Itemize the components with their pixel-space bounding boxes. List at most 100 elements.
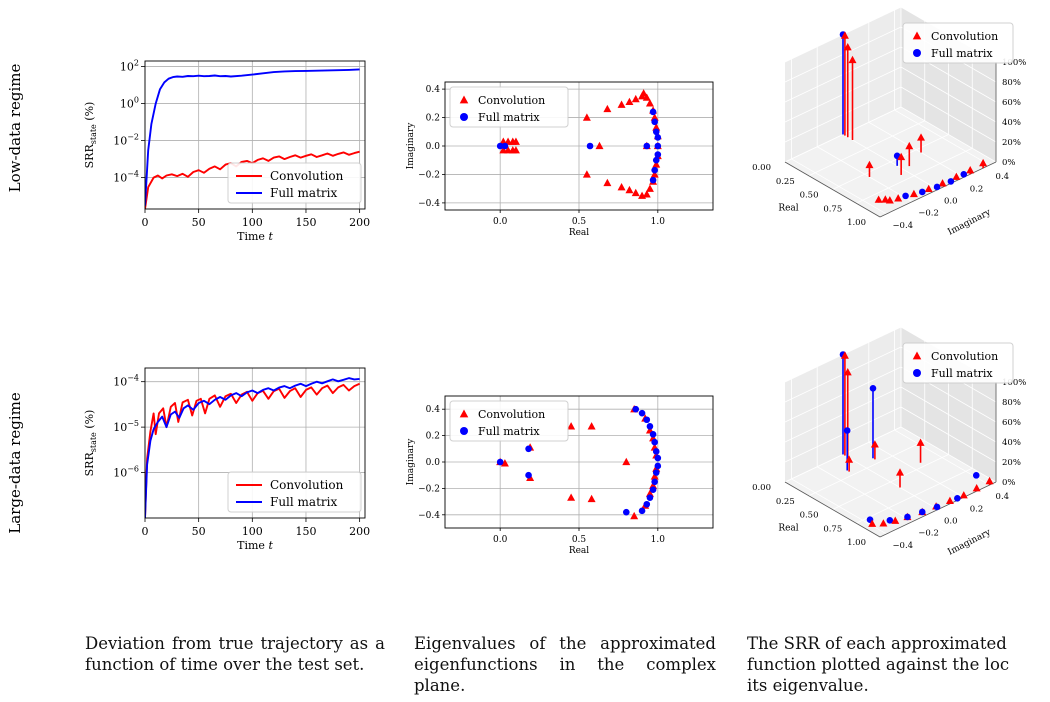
series-line bbox=[145, 68, 360, 206]
triangle-marker bbox=[645, 99, 654, 107]
tick-label: 0.4 bbox=[996, 172, 1010, 182]
tick-label: 0.4 bbox=[426, 405, 441, 415]
triangle-marker bbox=[894, 194, 903, 202]
tick-label: 1.00 bbox=[847, 538, 866, 548]
legend-frame bbox=[902, 22, 1014, 64]
triangle-marker bbox=[595, 141, 604, 150]
axis-line bbox=[784, 161, 881, 218]
tick-label: 200 bbox=[349, 216, 370, 229]
caption-trajectory: Deviation from true trajectory as a func… bbox=[85, 634, 385, 674]
tick-label: 1.0 bbox=[651, 535, 666, 545]
tick-label: 10−4 bbox=[113, 374, 139, 389]
triangle-marker bbox=[650, 472, 659, 480]
triangle-marker bbox=[642, 93, 651, 101]
circle-marker bbox=[918, 188, 926, 196]
series-line bbox=[145, 382, 360, 518]
circle-marker bbox=[652, 469, 660, 476]
triangle-marker bbox=[909, 189, 918, 198]
circle-marker bbox=[654, 134, 662, 141]
tick-label: 20% bbox=[1002, 138, 1021, 148]
grid-line bbox=[900, 86, 997, 143]
y-axis-label: SRRstate (%) bbox=[83, 102, 98, 169]
circle-marker bbox=[643, 500, 651, 508]
axes-frame bbox=[144, 60, 366, 210]
tick-label: 200 bbox=[349, 525, 370, 538]
circle-marker bbox=[649, 176, 657, 184]
x-axis-label: Time t bbox=[237, 539, 273, 552]
tick-label: −0.2 bbox=[918, 529, 939, 539]
row-label-large: Large-data regime bbox=[6, 392, 24, 534]
triangle-marker bbox=[845, 455, 854, 463]
tick-label: 80% bbox=[1002, 398, 1021, 408]
triangle-marker bbox=[582, 113, 591, 121]
srr-line-chart-large-srr: 0 50 100 150 200 10−4 10−5 10−6 Time t SRRstate (… bbox=[83, 367, 370, 552]
triangle-marker bbox=[642, 190, 651, 198]
triangle-marker bbox=[567, 422, 576, 430]
circle-marker bbox=[638, 409, 646, 417]
tick-label: 10−5 bbox=[113, 419, 139, 434]
tick-label: 100 bbox=[242, 525, 263, 538]
tick-label: 0.5 bbox=[572, 535, 587, 545]
circle-marker bbox=[902, 192, 909, 200]
triangle-marker bbox=[500, 459, 509, 467]
triangle-marker bbox=[625, 185, 634, 194]
triangle-marker bbox=[985, 476, 994, 485]
triangle-marker bbox=[622, 457, 631, 466]
triangle-marker bbox=[511, 146, 520, 154]
tick-label: 60% bbox=[1002, 418, 1021, 428]
tick-label: 0.2 bbox=[970, 504, 984, 514]
legend-label: Convolution bbox=[270, 169, 344, 183]
legend-label: Full matrix bbox=[270, 186, 337, 200]
triangle-marker bbox=[896, 468, 904, 476]
circle-marker bbox=[646, 423, 654, 430]
tick-label: 50 bbox=[192, 525, 206, 538]
circle-marker bbox=[651, 166, 658, 174]
y-axis-label: Imaginary bbox=[406, 438, 416, 486]
legend-frame bbox=[449, 86, 569, 128]
tick-label: 100% bbox=[1002, 58, 1026, 68]
tick-label: 10−6 bbox=[113, 465, 139, 480]
circle-marker bbox=[652, 128, 660, 136]
x-axis-label: Real bbox=[778, 204, 798, 214]
y-axis-label: Imaginary bbox=[406, 122, 416, 170]
legend-label: Full matrix bbox=[270, 495, 337, 509]
tick-label: 0.0 bbox=[426, 142, 441, 152]
caption-line: its eigenvalue. bbox=[747, 676, 869, 695]
circle-marker bbox=[525, 445, 532, 453]
triangle-marker bbox=[567, 493, 576, 501]
tick-label: 0.0 bbox=[426, 458, 441, 468]
triangle-marker bbox=[645, 184, 654, 192]
grid-line bbox=[842, 134, 939, 190]
circle-marker bbox=[904, 513, 911, 521]
triangle-marker bbox=[652, 123, 661, 131]
tick-label: −0.4 bbox=[418, 511, 440, 521]
triangle-marker bbox=[874, 195, 883, 203]
circle-marker bbox=[869, 384, 877, 392]
legend-label: Convolution bbox=[931, 30, 998, 43]
tick-label: 0.5 bbox=[572, 217, 587, 227]
eigenvalue-scatter-low-eig: 0.0 0.5 1.0 −0.4 −0.2 0.0 0.2 0.4 Real Imaginary C… bbox=[406, 81, 714, 238]
caption-eigenvalues: Eigenvalues of the approximated eigenfun… bbox=[414, 634, 716, 695]
circle-marker bbox=[972, 472, 980, 479]
circle-marker bbox=[496, 142, 504, 150]
grid-line bbox=[900, 386, 997, 443]
grid-line bbox=[856, 147, 973, 204]
circle-marker bbox=[954, 495, 961, 502]
triangle-marker bbox=[945, 496, 954, 504]
srr-line-chart-low-srr: 0 50 100 150 200 102 100 10−2 10−4 Time t SRRstate… bbox=[83, 59, 370, 243]
tick-label: 102 bbox=[120, 59, 139, 74]
tick-label: 100 bbox=[120, 96, 139, 111]
legend-frame bbox=[902, 342, 1014, 384]
triangle-marker bbox=[582, 170, 591, 178]
tick-label: 0.0 bbox=[944, 517, 958, 527]
triangle-marker bbox=[966, 166, 975, 174]
tick-label: 50 bbox=[192, 216, 206, 229]
circle-marker bbox=[496, 458, 504, 466]
tick-label: 1.00 bbox=[847, 218, 866, 228]
tick-label: 0.25 bbox=[776, 497, 795, 507]
circle-marker bbox=[632, 405, 640, 413]
srr-3d-plot-large-3d: 0.00 0.25 0.50 0.75 1.00 −0.4 −0.2 0.0 0.2 0.4 0% 2… bbox=[752, 326, 1026, 558]
x-axis-label: Time t bbox=[237, 230, 273, 243]
tick-label: 0.4 bbox=[996, 492, 1010, 502]
tick-label: 0.0 bbox=[944, 197, 958, 207]
